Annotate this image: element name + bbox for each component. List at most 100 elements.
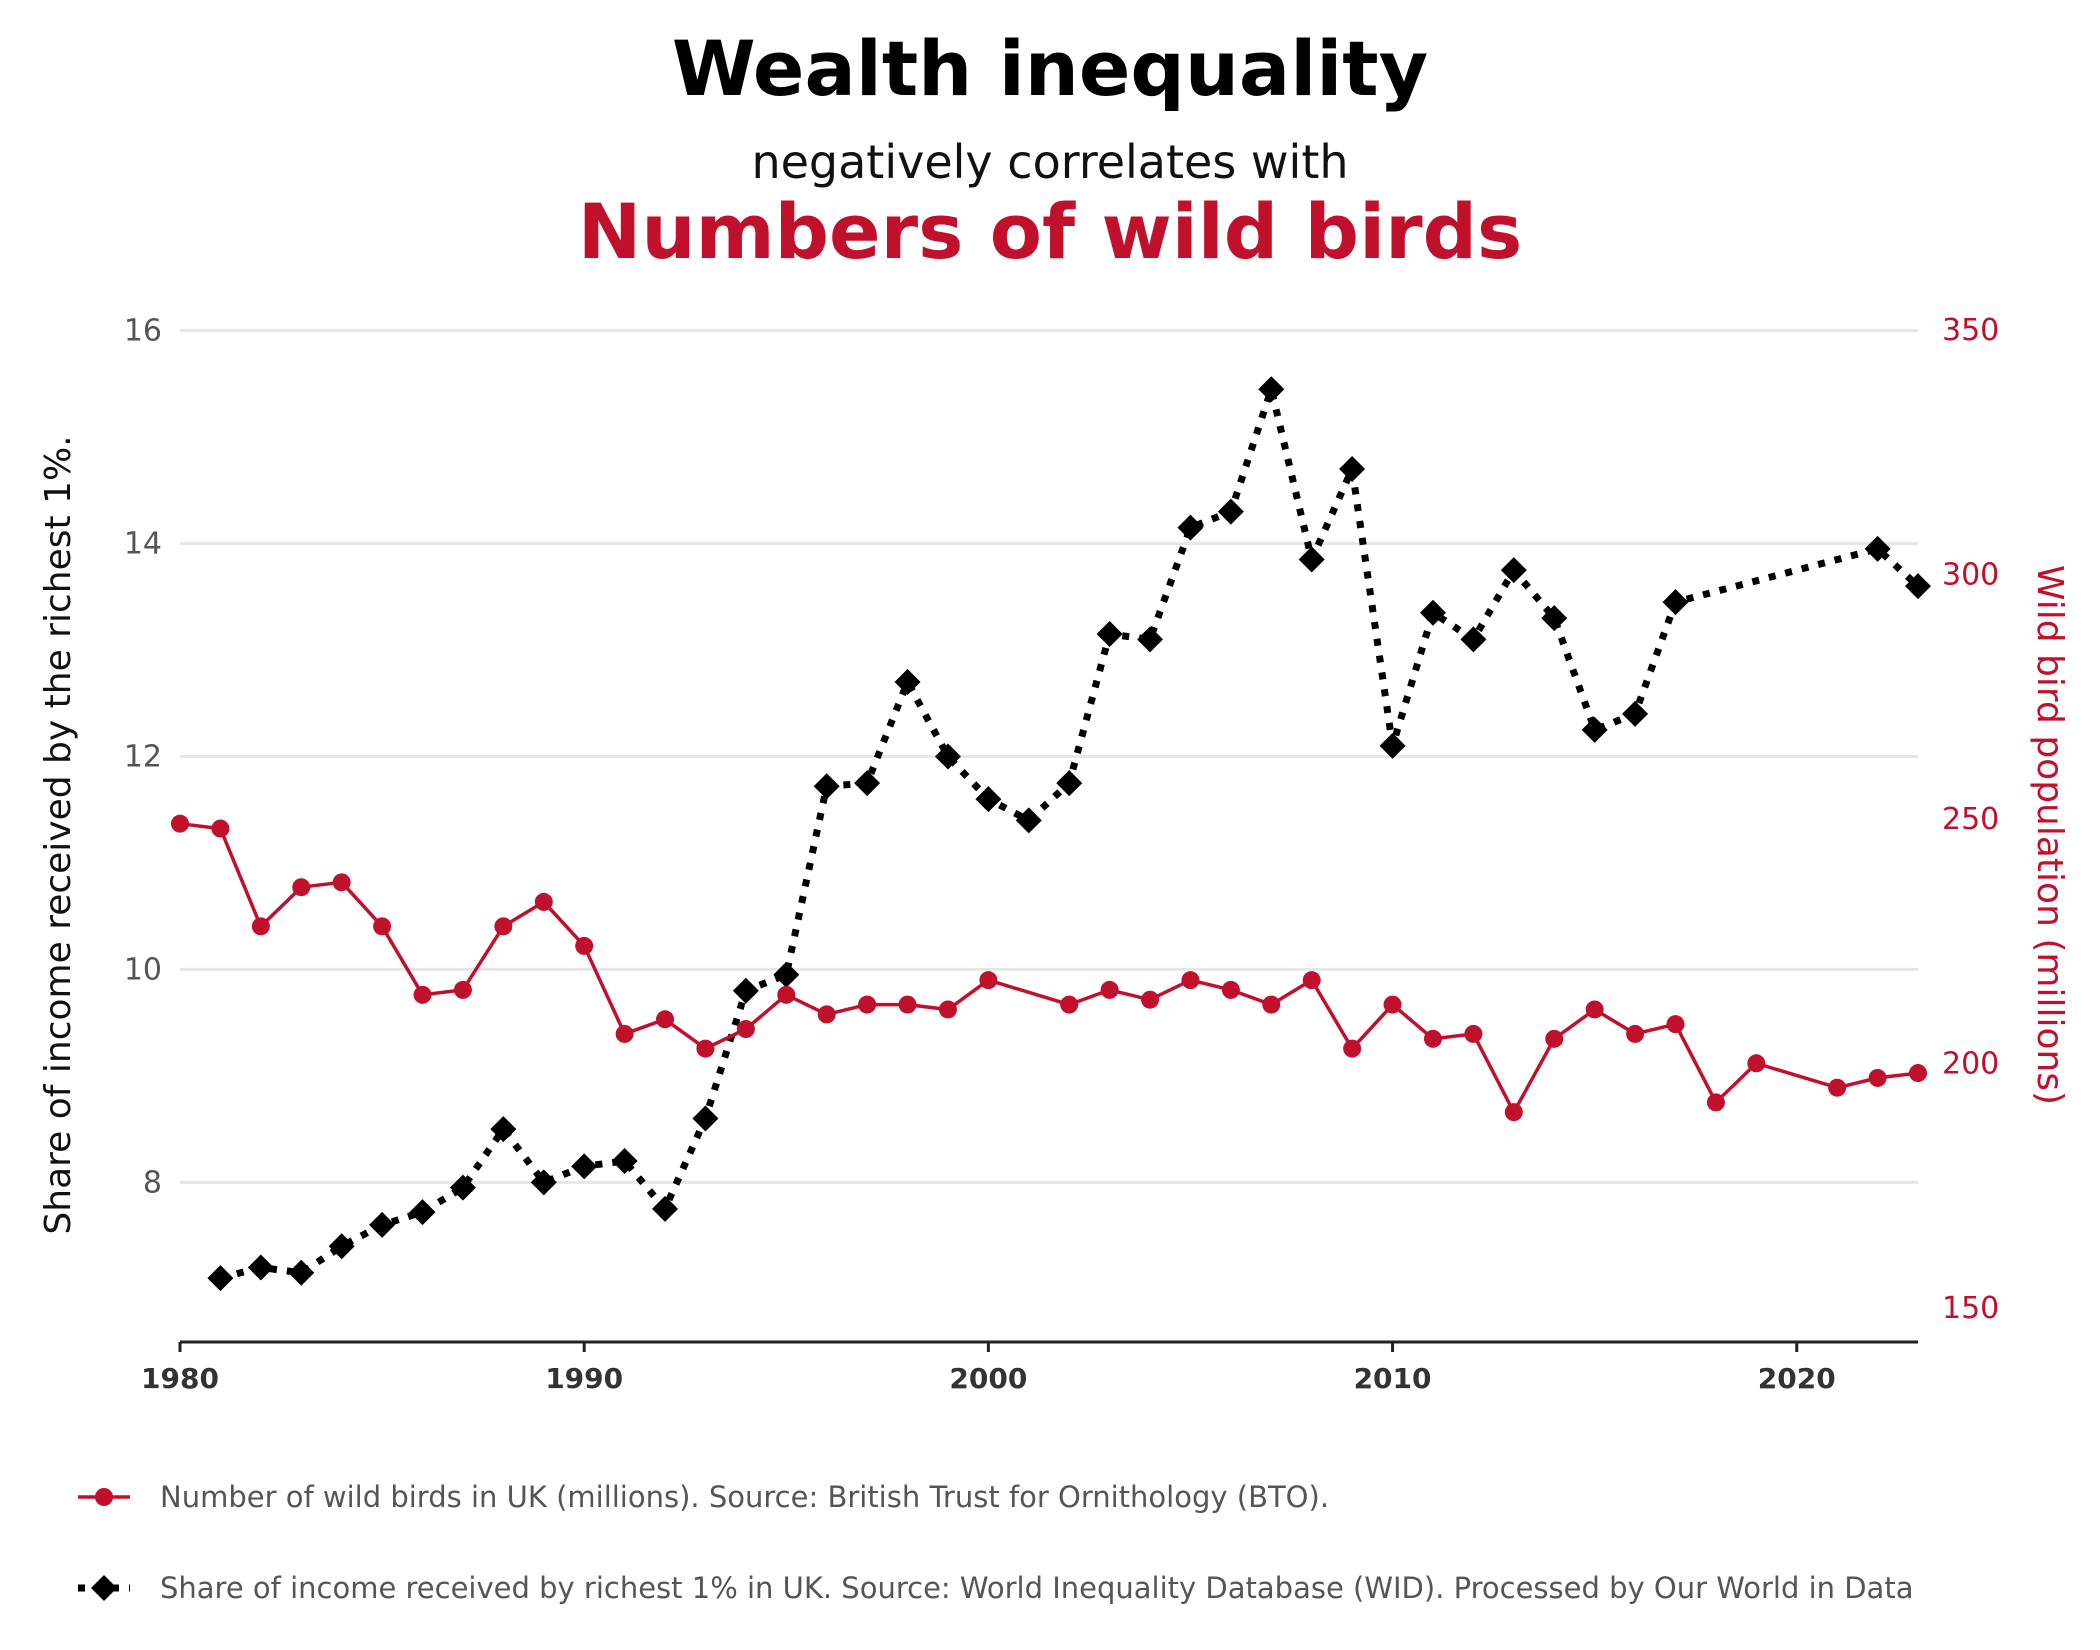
data-point xyxy=(1905,573,1931,600)
data-point xyxy=(1909,1064,1927,1083)
data-point xyxy=(813,773,840,800)
data-point xyxy=(171,814,189,833)
data-point xyxy=(534,892,553,911)
data-point xyxy=(1500,557,1527,584)
data-point xyxy=(1141,990,1160,1009)
data-point xyxy=(247,1254,274,1281)
data-point xyxy=(530,1169,557,1196)
data-point xyxy=(615,1024,634,1043)
data-point xyxy=(1541,605,1568,632)
x-tick-label: 2020 xyxy=(1758,1362,1836,1395)
data-point xyxy=(1056,770,1083,797)
data-point xyxy=(732,977,759,1004)
data-point xyxy=(656,1010,675,1029)
legend-item: Share of income received by richest 1% i… xyxy=(78,1571,1913,1605)
right-tick-label: 150 xyxy=(1942,1291,1999,1326)
data-point xyxy=(1419,599,1446,626)
data-point xyxy=(1666,1015,1685,1034)
data-point xyxy=(1262,995,1281,1014)
data-point xyxy=(1339,456,1366,483)
data-point xyxy=(1504,1103,1523,1122)
legend: Number of wild birds in UK (millions). S… xyxy=(78,1480,1913,1605)
data-point xyxy=(1460,626,1487,653)
data-point xyxy=(332,873,351,892)
data-point xyxy=(934,743,961,770)
data-point xyxy=(1626,1024,1645,1043)
right-tick-label: 200 xyxy=(1942,1046,1999,1081)
series-wild-birds xyxy=(171,814,1927,1122)
data-point xyxy=(1464,1024,1483,1043)
data-point xyxy=(696,1039,715,1058)
right-tick-label: 300 xyxy=(1942,557,1999,592)
data-point xyxy=(369,1211,396,1238)
right-axis-label: Wild bird population (millions) xyxy=(2029,565,2070,1105)
data-point xyxy=(1864,535,1891,562)
x-axis-ticks: 1980 1990 2000 2010 2020 xyxy=(141,1362,1836,1395)
series-line xyxy=(219,376,1921,1282)
data-point xyxy=(1258,376,1285,403)
data-point xyxy=(1298,546,1325,573)
data-point xyxy=(858,995,877,1014)
left-tick-label: 8 xyxy=(143,1165,162,1200)
data-point xyxy=(817,1005,836,1024)
data-point xyxy=(692,1105,719,1132)
legend-label: Number of wild birds in UK (millions). S… xyxy=(160,1480,1329,1514)
data-point xyxy=(1137,626,1164,653)
data-point xyxy=(938,1000,957,1019)
x-tick-label: 1990 xyxy=(545,1362,623,1395)
data-point xyxy=(975,786,1002,813)
chart-subtitle-highlight: Numbers of wild birds xyxy=(578,187,1523,276)
data-point xyxy=(1383,995,1402,1014)
data-point xyxy=(373,917,392,936)
data-point xyxy=(611,1148,638,1175)
data-point xyxy=(490,1116,517,1143)
data-point xyxy=(1585,1000,1604,1019)
legend-swatch-marker xyxy=(91,1575,117,1601)
legend-label: Share of income received by richest 1% i… xyxy=(160,1571,1913,1605)
data-point xyxy=(211,819,230,838)
data-point xyxy=(575,936,594,955)
data-point xyxy=(251,917,270,936)
left-tick-label: 14 xyxy=(124,527,162,562)
legend-swatch-marker xyxy=(95,1488,113,1506)
data-point xyxy=(453,980,472,999)
data-point xyxy=(1343,1039,1362,1058)
data-point xyxy=(1096,621,1123,648)
data-point xyxy=(1177,514,1204,541)
data-point xyxy=(1868,1068,1887,1087)
series-income-share xyxy=(207,376,1931,1292)
left-axis-label: Share of income received by the richest … xyxy=(38,435,79,1234)
data-point xyxy=(328,1233,355,1260)
data-point xyxy=(1060,995,1079,1014)
x-tick-label: 1980 xyxy=(141,1362,219,1395)
data-point xyxy=(1100,980,1119,999)
right-tick-label: 250 xyxy=(1942,802,1999,837)
data-point xyxy=(571,1153,598,1180)
data-point xyxy=(1423,1029,1442,1048)
legend-item: Number of wild birds in UK (millions). S… xyxy=(78,1480,1329,1514)
data-point xyxy=(449,1174,476,1201)
data-point xyxy=(777,985,796,1004)
data-point xyxy=(207,1265,234,1292)
data-point xyxy=(1622,700,1649,727)
data-point xyxy=(1181,971,1200,990)
data-point xyxy=(736,1020,755,1039)
data-point xyxy=(894,668,921,695)
data-point xyxy=(409,1199,436,1226)
data-point xyxy=(979,971,998,990)
right-axis-ticks: 150 200 250 300 350 xyxy=(1942,313,1999,1326)
data-point xyxy=(1662,589,1689,616)
grid-lines xyxy=(180,329,1918,1184)
chart-title: Wealth inequality xyxy=(672,24,1428,113)
data-point xyxy=(413,985,432,1004)
data-point xyxy=(288,1259,315,1286)
data-point xyxy=(898,995,917,1014)
x-tick-label: 2010 xyxy=(1354,1362,1432,1395)
right-tick-label: 350 xyxy=(1942,313,1999,348)
data-point xyxy=(1747,1054,1766,1073)
data-point xyxy=(773,961,800,988)
data-point xyxy=(1706,1093,1725,1112)
data-point xyxy=(1581,716,1608,743)
data-point xyxy=(292,878,311,897)
